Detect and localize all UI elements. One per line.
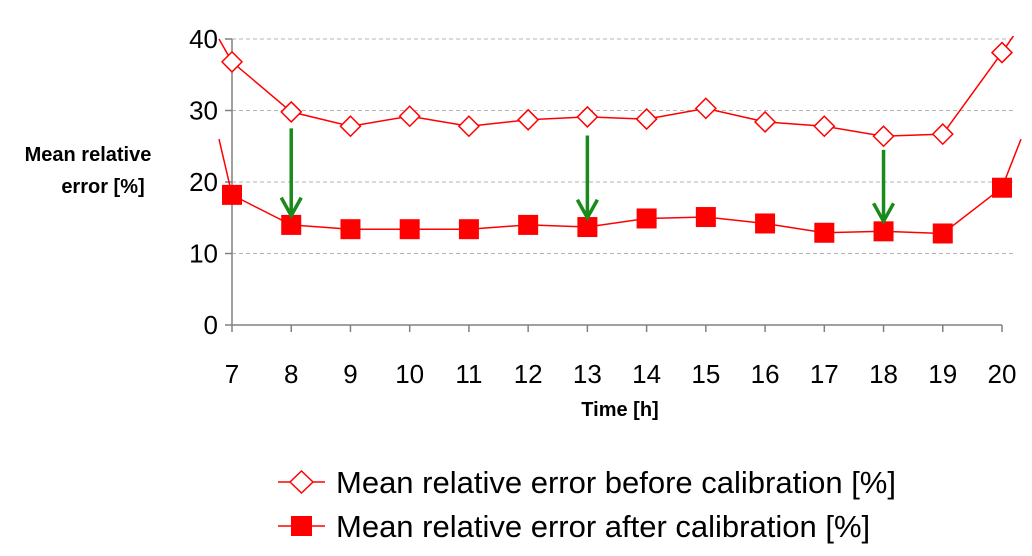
data-point-after bbox=[399, 219, 420, 240]
data-point-after bbox=[992, 177, 1012, 198]
data-point-before bbox=[517, 108, 540, 131]
data-point-after bbox=[577, 217, 598, 238]
data-point-before bbox=[398, 105, 421, 128]
y-tick-label: 30 bbox=[189, 96, 218, 126]
data-point-after bbox=[932, 223, 953, 244]
x-tick-label: 9 bbox=[343, 359, 357, 389]
series-line-before bbox=[218, 36, 1015, 137]
green-arrow bbox=[872, 149, 896, 225]
x-tick-label: 16 bbox=[751, 359, 780, 389]
data-point-before bbox=[280, 100, 303, 123]
y-axis-title-line-2: error [%] bbox=[61, 176, 144, 198]
data-point-after bbox=[695, 207, 716, 228]
x-tick-label: 8 bbox=[284, 359, 298, 389]
data-point-before bbox=[990, 41, 1014, 64]
data-point-before bbox=[220, 50, 244, 73]
data-point-before bbox=[339, 115, 362, 138]
x-tick-label: 7 bbox=[225, 359, 239, 389]
x-tick-label: 12 bbox=[514, 359, 543, 389]
series-layer bbox=[218, 36, 1022, 244]
x-tick-label: 15 bbox=[691, 359, 720, 389]
data-point-after bbox=[518, 214, 539, 235]
y-tick-label: 10 bbox=[189, 239, 218, 269]
x-axis-title: Time [h] bbox=[581, 399, 658, 421]
data-point-after bbox=[814, 222, 835, 243]
legend: Mean relative error before calibration [… bbox=[278, 465, 896, 544]
data-point-after bbox=[222, 184, 242, 205]
x-tick-label: 10 bbox=[395, 359, 424, 389]
x-tick-label: 14 bbox=[632, 359, 661, 389]
x-tick-labels: 7 8 9 10 11 12 13 14 15 16 17 18 19 20 bbox=[225, 359, 1017, 389]
data-point-after bbox=[873, 221, 894, 242]
data-point-after bbox=[755, 213, 776, 234]
data-point-before bbox=[872, 125, 895, 148]
y-axis-title-line-1: Mean relative bbox=[25, 144, 152, 166]
data-point-after bbox=[636, 208, 657, 229]
data-point-before bbox=[576, 105, 599, 128]
series-line-after bbox=[218, 138, 1022, 235]
green-arrow bbox=[575, 135, 599, 222]
data-point-before bbox=[694, 97, 717, 120]
x-tick-label: 17 bbox=[810, 359, 839, 389]
data-point-before bbox=[813, 115, 836, 138]
y-tick-label: 20 bbox=[189, 167, 218, 197]
legend-label-after: Mean relative error after calibration [%… bbox=[336, 509, 870, 544]
legend-marker-after bbox=[291, 516, 312, 536]
data-point-after bbox=[281, 214, 302, 235]
data-point-before bbox=[635, 108, 658, 131]
x-tick-label: 20 bbox=[988, 359, 1017, 389]
x-tick-label: 19 bbox=[928, 359, 957, 389]
x-tick-label: 11 bbox=[455, 359, 482, 389]
x-tick-label: 18 bbox=[869, 359, 898, 389]
legend-marker-before bbox=[288, 469, 315, 495]
y-tick-labels: 0 10 20 30 40 bbox=[189, 24, 218, 340]
grid-lines bbox=[232, 38, 1016, 254]
data-point-after bbox=[340, 219, 361, 240]
data-point-before bbox=[457, 115, 480, 138]
x-tick-label: 13 bbox=[573, 359, 602, 389]
data-point-after bbox=[458, 219, 479, 240]
y-tick-label: 0 bbox=[204, 310, 218, 340]
data-point-before bbox=[931, 123, 954, 146]
legend-label-before: Mean relative error before calibration [… bbox=[336, 465, 896, 500]
green-arrow bbox=[279, 128, 303, 220]
axes bbox=[225, 38, 1003, 332]
data-point-before bbox=[754, 110, 777, 134]
y-tick-label: 40 bbox=[189, 24, 218, 54]
arrow-annotations bbox=[279, 128, 896, 225]
